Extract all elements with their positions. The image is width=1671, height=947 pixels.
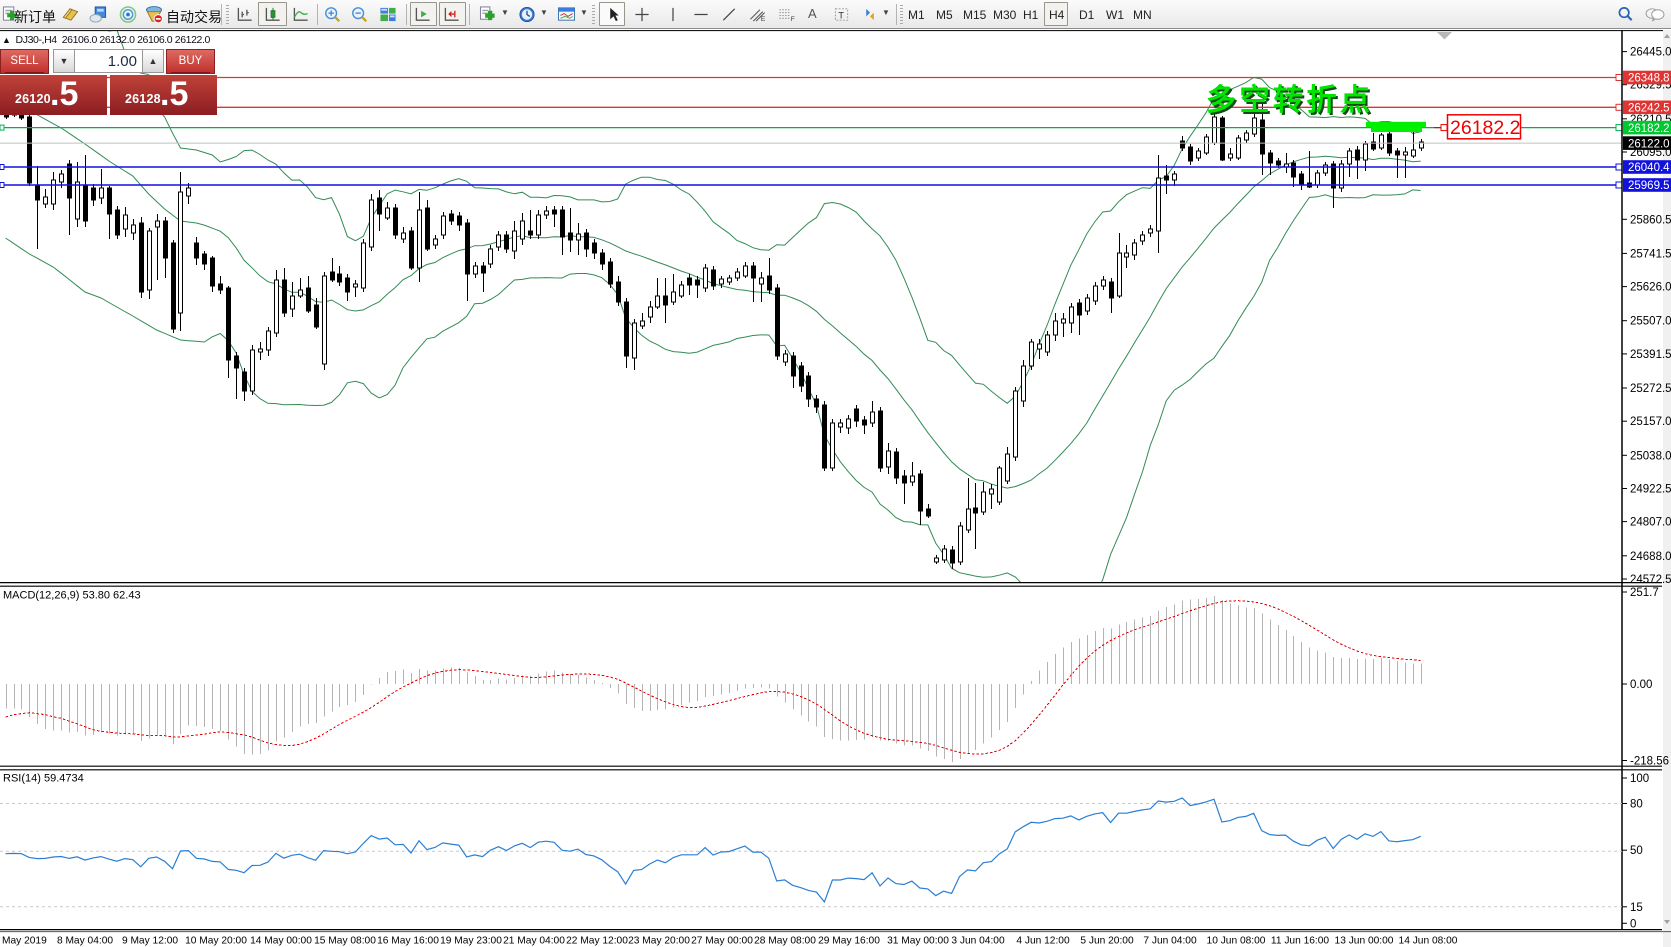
svg-text:5 Jun 20:00: 5 Jun 20:00 (1080, 936, 1134, 947)
svg-text:0.00: 0.00 (1630, 679, 1652, 691)
svg-text:13 Jun 00:00: 13 Jun 00:00 (1335, 936, 1394, 947)
svg-text:4 Jun 12:00: 4 Jun 12:00 (1016, 936, 1070, 947)
svg-text:10 May 20:00: 10 May 20:00 (185, 936, 247, 947)
svg-text:May 2019: May 2019 (2, 936, 47, 947)
svg-text:15 May 08:00: 15 May 08:00 (314, 936, 376, 947)
svg-text:24572.5: 24572.5 (1630, 574, 1671, 586)
svg-text:26182.2: 26182.2 (1628, 123, 1670, 135)
svg-text:E: E (761, 16, 766, 23)
svg-text:26095.0: 26095.0 (1630, 147, 1671, 159)
svg-text:25507.0: 25507.0 (1630, 316, 1671, 328)
svg-text:26445.0: 26445.0 (1630, 47, 1671, 59)
svg-text:27 May 00:00: 27 May 00:00 (691, 936, 753, 947)
svg-text:26182.2: 26182.2 (1450, 117, 1521, 139)
svg-text:15: 15 (1630, 902, 1643, 914)
svg-text:22 May 12:00: 22 May 12:00 (566, 936, 628, 947)
svg-text:14 May 00:00: 14 May 00:00 (250, 936, 312, 947)
svg-text:28 May 08:00: 28 May 08:00 (754, 936, 816, 947)
svg-text:29 May 16:00: 29 May 16:00 (818, 936, 880, 947)
svg-text:100: 100 (1630, 773, 1649, 785)
svg-text:26040.4: 26040.4 (1628, 162, 1670, 174)
svg-text:24688.0: 24688.0 (1630, 551, 1671, 563)
svg-text:9 May 12:00: 9 May 12:00 (122, 936, 178, 947)
svg-text:-218.56: -218.56 (1630, 756, 1669, 768)
svg-text:0: 0 (1630, 918, 1636, 930)
svg-text:11 Jun 16:00: 11 Jun 16:00 (1271, 936, 1329, 947)
svg-text:25969.5: 25969.5 (1628, 180, 1670, 192)
svg-text:251.7: 251.7 (1630, 587, 1659, 599)
svg-text:19 May 23:00: 19 May 23:00 (440, 936, 502, 947)
svg-text:3 Jun 04:00: 3 Jun 04:00 (951, 936, 1005, 947)
svg-text:80: 80 (1630, 799, 1643, 811)
svg-text:25157.0: 25157.0 (1630, 416, 1671, 428)
svg-text:25626.0: 25626.0 (1630, 282, 1671, 294)
svg-text:25741.5: 25741.5 (1630, 248, 1671, 260)
svg-text:10 Jun 08:00: 10 Jun 08:00 (1207, 936, 1266, 947)
svg-text:多空转折点: 多空转折点 (1206, 84, 1374, 117)
svg-text:24922.5: 24922.5 (1630, 484, 1671, 496)
svg-text:T: T (838, 10, 844, 21)
svg-text:31 May 00:00: 31 May 00:00 (887, 936, 949, 947)
svg-text:26348.8: 26348.8 (1628, 73, 1670, 85)
svg-text:F: F (791, 16, 795, 23)
svg-text:23 May 20:00: 23 May 20:00 (628, 936, 690, 947)
svg-text:50: 50 (1630, 845, 1643, 857)
svg-text:26122.0: 26122.0 (1628, 138, 1670, 150)
svg-text:7 Jun 04:00: 7 Jun 04:00 (1143, 936, 1197, 947)
svg-text:25038.0: 25038.0 (1630, 450, 1671, 462)
svg-text:25391.5: 25391.5 (1630, 349, 1671, 361)
svg-text:14 Jun 08:00: 14 Jun 08:00 (1399, 936, 1458, 947)
svg-text:24807.0: 24807.0 (1630, 517, 1671, 529)
svg-text:25272.5: 25272.5 (1630, 383, 1671, 395)
svg-text:25860.5: 25860.5 (1630, 214, 1671, 226)
svg-text:8 May 04:00: 8 May 04:00 (57, 936, 113, 947)
svg-text:RSI(14) 59.4734: RSI(14) 59.4734 (3, 773, 84, 785)
svg-text:26242.5: 26242.5 (1628, 103, 1670, 115)
svg-text:21 May 04:00: 21 May 04:00 (503, 936, 565, 947)
svg-text:MACD(12,26,9) 53.80 62.43: MACD(12,26,9) 53.80 62.43 (3, 590, 141, 602)
svg-text:16 May 16:00: 16 May 16:00 (377, 936, 439, 947)
